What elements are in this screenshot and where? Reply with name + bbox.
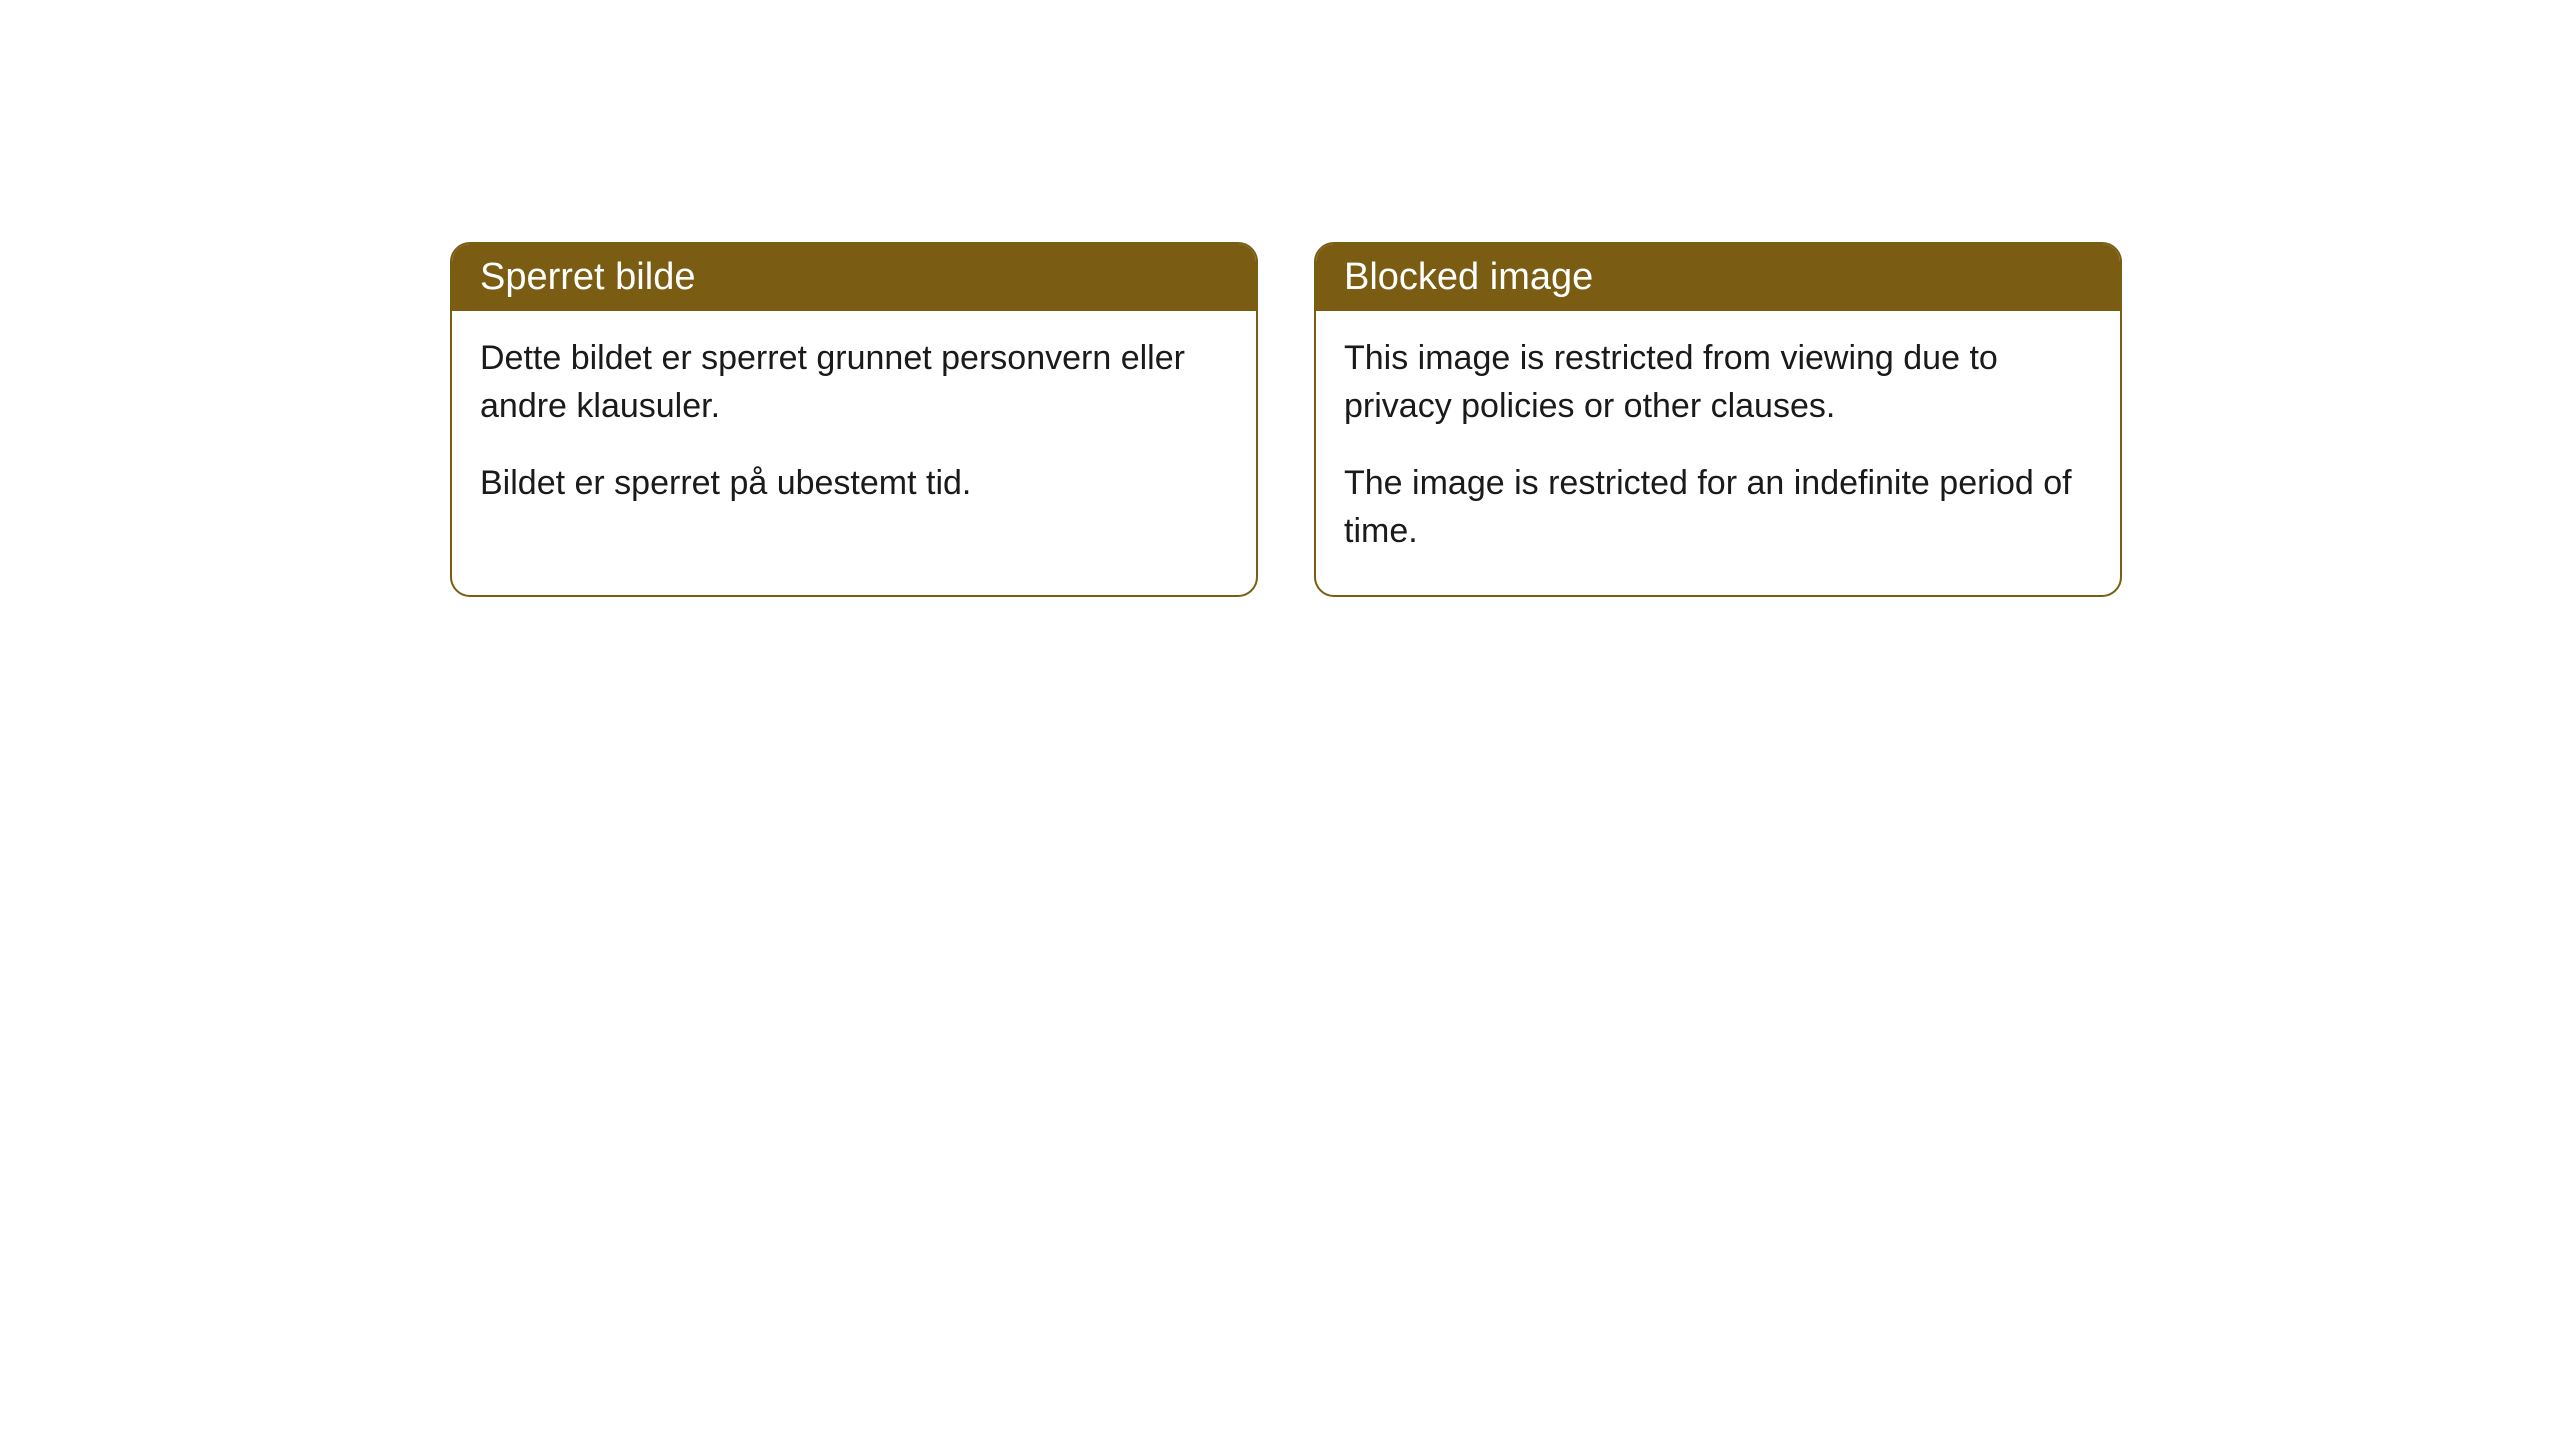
card-paragraph-1: This image is restricted from viewing du… [1344, 335, 2092, 430]
card-paragraph-1: Dette bildet er sperret grunnet personve… [480, 335, 1228, 430]
cards-container: Sperret bilde Dette bildet er sperret gr… [450, 242, 2122, 597]
card-header-norwegian: Sperret bilde [452, 244, 1256, 311]
card-english: Blocked image This image is restricted f… [1314, 242, 2122, 597]
card-header-english: Blocked image [1316, 244, 2120, 311]
card-body-english: This image is restricted from viewing du… [1316, 311, 2120, 595]
card-paragraph-2: The image is restricted for an indefinit… [1344, 460, 2092, 555]
card-norwegian: Sperret bilde Dette bildet er sperret gr… [450, 242, 1258, 597]
card-paragraph-2: Bildet er sperret på ubestemt tid. [480, 460, 1228, 508]
card-body-norwegian: Dette bildet er sperret grunnet personve… [452, 311, 1256, 548]
